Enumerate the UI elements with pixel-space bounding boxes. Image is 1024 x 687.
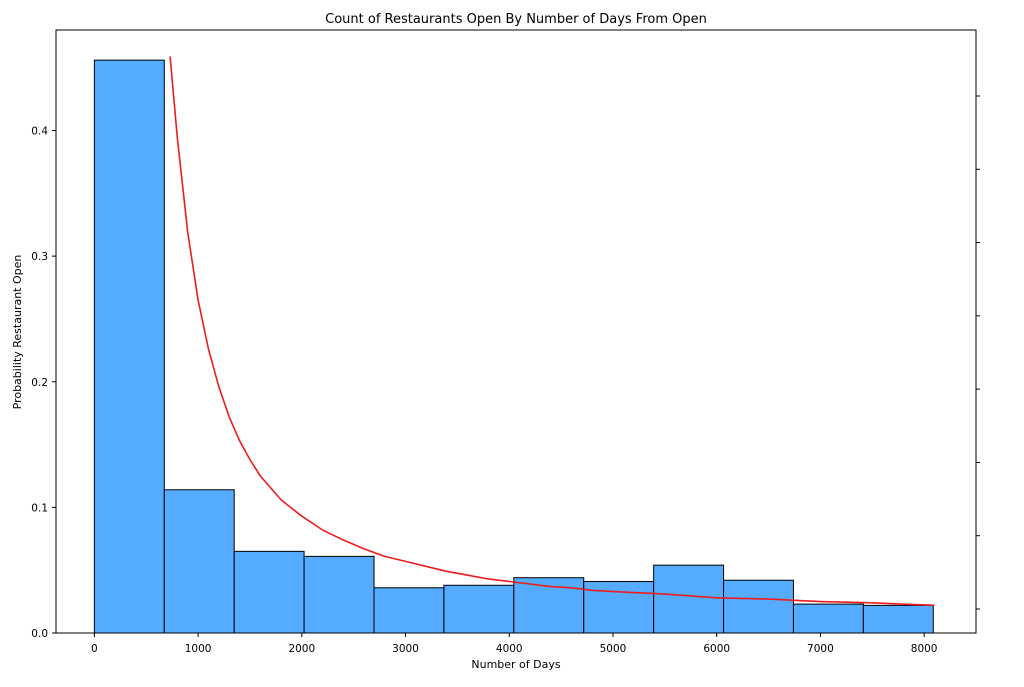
bar-2: [233, 550, 305, 634]
x-tick-label: 6000: [703, 643, 730, 655]
bar-10: [792, 603, 864, 634]
right-axis-ticks: [976, 95, 980, 610]
plot-frame: [55, 29, 977, 634]
y-axis-label: Probability Restaurant Open: [11, 255, 24, 410]
x-axis-ticks: 0 1000 2000 3000 4000 5000 6000 7000 8000: [91, 633, 938, 655]
y-tick-label: 0.4: [31, 126, 48, 138]
bar-1: [163, 489, 235, 634]
y-axis-ticks: 0.0 0.1 0.2 0.3 0.4: [31, 126, 56, 640]
histogram-bars: [93, 59, 934, 634]
x-tick-label: 7000: [807, 643, 834, 655]
bar-5: [443, 584, 515, 634]
bar-4: [373, 587, 445, 634]
x-tick-label: 1000: [185, 643, 212, 655]
chart-title: Count of Restaurants Open By Number of D…: [325, 12, 707, 27]
fitted-curve: [169, 56, 935, 607]
bar-9: [723, 579, 794, 634]
x-tick-label: 2000: [288, 643, 315, 655]
x-tick-label: 0: [91, 643, 98, 655]
x-tick-label: 5000: [600, 643, 627, 655]
bar-7: [583, 580, 655, 634]
x-axis-label: Number of Days: [471, 658, 561, 671]
bar-3: [303, 555, 375, 634]
y-tick-label: 0.3: [31, 251, 48, 263]
bar-8: [653, 564, 725, 634]
bar-0: [93, 59, 165, 634]
x-tick-label: 4000: [496, 643, 523, 655]
bar-11: [862, 604, 934, 634]
y-tick-label: 0.0: [31, 628, 48, 640]
y-tick-label: 0.2: [31, 377, 48, 389]
x-tick-label: 8000: [911, 643, 938, 655]
x-tick-label: 3000: [392, 643, 419, 655]
y-tick-label: 0.1: [31, 502, 48, 514]
